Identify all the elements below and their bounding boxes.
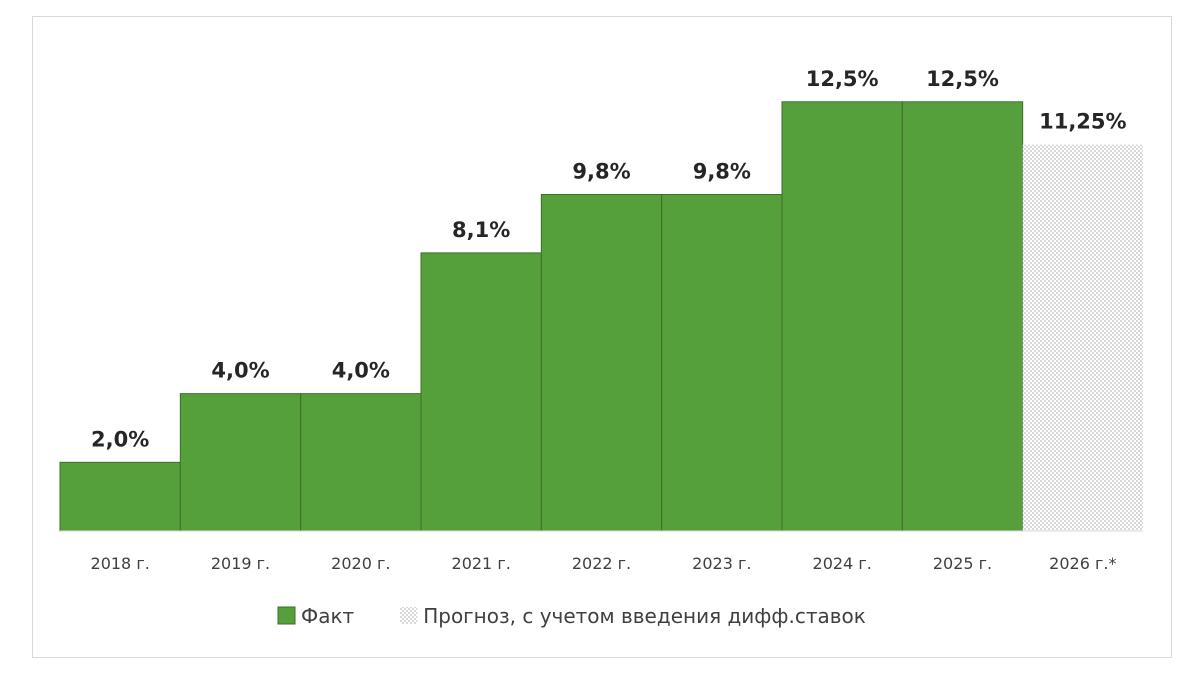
bar-8 <box>1022 144 1143 531</box>
legend-swatch-fact <box>277 606 296 625</box>
x-tick-label-8: 2026 г.* <box>1049 554 1116 573</box>
value-label-4: 9,8% <box>572 160 630 184</box>
bar-3 <box>420 252 542 532</box>
bar-5 <box>661 194 783 532</box>
legend-label-fact: Факт <box>301 604 355 628</box>
legend-label-forecast: Прогноз, с учетом введения дифф.ставок <box>423 604 866 628</box>
value-labels-group: 2,0% 4,0% 4,0% 8,1% 9,8% 9,8% 12,5% 12,5% 11,25% <box>91 67 1127 452</box>
bar-4 <box>540 194 663 532</box>
legend-swatch-forecast <box>400 607 418 624</box>
value-label-5: 9,8% <box>693 160 751 184</box>
value-label-1: 4,0% <box>211 359 269 383</box>
x-tick-label-4: 2022 г. <box>572 554 631 573</box>
value-label-0: 2,0% <box>91 427 149 451</box>
legend: Факт Прогноз, с учетом введения дифф.став… <box>277 604 866 628</box>
x-tick-label-2: 2020 г. <box>331 554 390 573</box>
value-label-3: 8,1% <box>452 218 510 242</box>
x-tick-label-0: 2018 г. <box>91 554 150 573</box>
bars-group <box>59 101 1143 532</box>
value-label-7: 12,5% <box>926 67 999 91</box>
x-tick-label-6: 2024 г. <box>813 554 872 573</box>
x-tick-label-7: 2025 г. <box>933 554 992 573</box>
value-label-6: 12,5% <box>806 67 879 91</box>
value-label-2: 4,0% <box>332 359 390 383</box>
bar-7 <box>901 101 1024 532</box>
bar-0 <box>59 461 181 532</box>
bar-1 <box>179 393 302 532</box>
value-label-8: 11,25% <box>1039 110 1126 134</box>
bar-6 <box>781 101 903 532</box>
bar-2 <box>300 393 422 532</box>
x-tick-labels: 2018 г. 2019 г. 2020 г. 2021 г. 2022 г. 2023 … <box>91 554 1117 573</box>
x-tick-label-1: 2019 г. <box>211 554 270 573</box>
x-tick-label-3: 2021 г. <box>452 554 511 573</box>
x-tick-label-5: 2023 г. <box>692 554 751 573</box>
